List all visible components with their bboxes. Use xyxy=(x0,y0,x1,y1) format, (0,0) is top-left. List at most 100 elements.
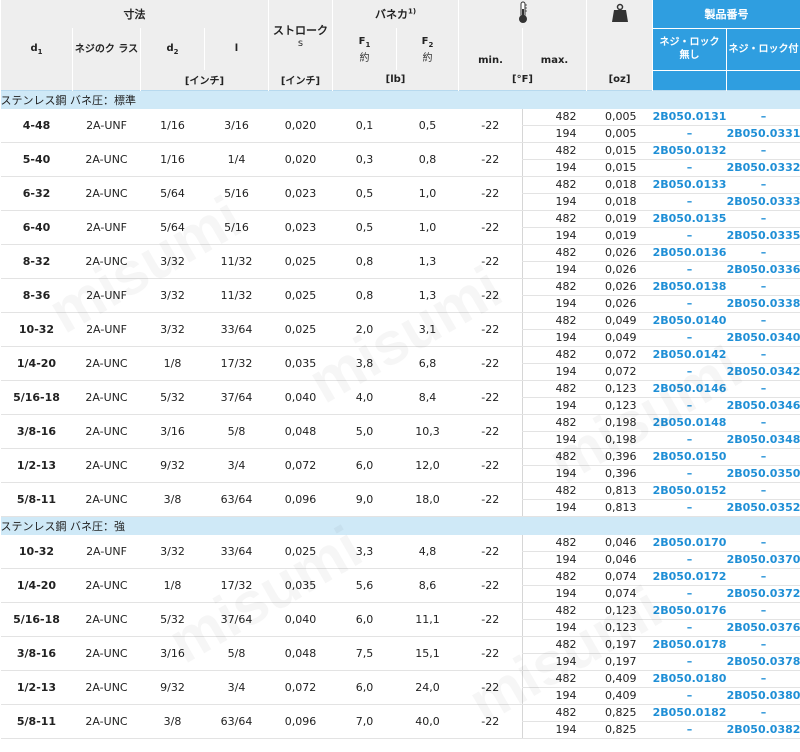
cell-dash: – xyxy=(726,142,800,160)
thermometer-icon xyxy=(518,1,527,23)
part-number-link[interactable]: 2B050.0131 xyxy=(652,108,727,126)
cell-d2: 1/8 xyxy=(140,346,205,381)
cell-f1: 7,0 xyxy=(332,704,397,739)
part-number-link[interactable]: 2B050.0146 xyxy=(652,380,727,398)
cell-f1: 3,3 xyxy=(332,534,397,569)
cell-dash: – xyxy=(652,465,727,483)
part-number-link[interactable]: 2B050.0180 xyxy=(652,670,727,688)
cell-f2: 1,0 xyxy=(396,176,459,211)
part-number-link[interactable]: 2B050.0380 xyxy=(726,687,800,705)
part-number-link[interactable]: 2B050.0352 xyxy=(726,499,800,517)
part-number-link[interactable]: 2B050.0342 xyxy=(726,363,800,381)
d1-label: d xyxy=(30,43,38,55)
table-row: 3/8-16 2A-UNC 3/16 5/8 0,048 5,0 10,3 -22 482 0,1… xyxy=(0,414,800,449)
part-number-link[interactable]: 2B050.0178 xyxy=(652,636,727,654)
cell-weight: 0,072 xyxy=(586,346,653,364)
part-number-link[interactable]: 2B050.0348 xyxy=(726,431,800,449)
cell-dash: – xyxy=(652,653,727,671)
part-number-link[interactable]: 2B050.0333 xyxy=(726,193,800,211)
table-subrow: 194 0,197–2B050.0378 xyxy=(1,653,800,671)
part-number-link[interactable]: 2B050.0335 xyxy=(726,227,800,245)
cell-f2: 11,1 xyxy=(396,602,459,637)
cell-f1: 0,8 xyxy=(332,278,397,313)
part-number-link[interactable]: 2B050.0152 xyxy=(652,482,727,500)
cell-thread-class: 2A-UNC xyxy=(72,176,141,211)
cell-weight: 0,005 xyxy=(586,108,653,126)
cell-weight: 0,813 xyxy=(586,482,653,500)
part-number-link[interactable]: 2B050.0182 xyxy=(652,704,727,722)
part-number-link[interactable]: 2B050.0140 xyxy=(652,312,727,330)
table-subrow: 194 0,396–2B050.0350 xyxy=(1,465,800,483)
cell-dash: – xyxy=(652,159,727,177)
cell-dash: – xyxy=(726,176,800,194)
part-number-link[interactable]: 2B050.0382 xyxy=(726,721,800,739)
part-number-link[interactable]: 2B050.0133 xyxy=(652,176,727,194)
part-number-link[interactable]: 2B050.0378 xyxy=(726,653,800,671)
d1-header: d1 xyxy=(0,28,73,70)
cell-dash: – xyxy=(652,227,727,245)
cell-f1: 0,5 xyxy=(332,210,397,245)
temp-max-header: max. xyxy=(522,28,588,70)
cell-f2: 12,0 xyxy=(396,448,459,483)
cell-f1: 5,0 xyxy=(332,414,397,449)
part-number-link[interactable]: 2B050.0370 xyxy=(726,551,800,569)
cell-temp-max: 482 xyxy=(522,346,587,364)
f2-approx: 約 xyxy=(422,53,433,65)
cell-l: 5/8 xyxy=(204,636,269,671)
unit-blank-2 xyxy=(72,70,141,90)
cell-dash: – xyxy=(652,125,727,143)
cell-temp-min: -22 xyxy=(458,482,523,517)
cell-f1: 6,0 xyxy=(332,448,397,483)
temperature-header xyxy=(458,0,588,28)
part-number-link[interactable]: 2B050.0176 xyxy=(652,602,727,620)
cell-temp-max: 194 xyxy=(522,125,587,143)
cell-l: 3/4 xyxy=(204,670,269,705)
part-number-link[interactable]: 2B050.0338 xyxy=(726,295,800,313)
cell-l: 11/32 xyxy=(204,278,269,313)
part-number-link[interactable]: 2B050.0136 xyxy=(652,244,727,262)
part-number-link[interactable]: 2B050.0346 xyxy=(726,397,800,415)
part-number-link[interactable]: 2B050.0135 xyxy=(652,210,727,228)
part-number-link[interactable]: 2B050.0170 xyxy=(652,534,727,552)
cell-temp-max: 194 xyxy=(522,431,587,449)
cell-d1: 1/4-20 xyxy=(0,568,73,603)
d2-subscript: 2 xyxy=(173,48,179,57)
dimensions-header: 寸法 xyxy=(0,0,269,28)
cell-thread-class: 2A-UNC xyxy=(72,670,141,705)
part-number-link[interactable]: 2B050.0331 xyxy=(726,125,800,143)
cell-l: 37/64 xyxy=(204,380,269,415)
cell-l: 33/64 xyxy=(204,312,269,347)
cell-temp-max: 482 xyxy=(522,670,587,688)
cell-stroke: 0,096 xyxy=(268,704,333,739)
part-number-link[interactable]: 2B050.0336 xyxy=(726,261,800,279)
cell-weight: 0,049 xyxy=(586,329,653,347)
part-number-link[interactable]: 2B050.0142 xyxy=(652,346,727,364)
cell-temp-max: 194 xyxy=(522,261,587,279)
cell-temp-min: -22 xyxy=(458,176,523,211)
part-number-link[interactable]: 2B050.0332 xyxy=(726,159,800,177)
part-number-link[interactable]: 2B050.0148 xyxy=(652,414,727,432)
with-lock-header: ネジ・ロック付 xyxy=(726,27,800,70)
cell-dash: – xyxy=(726,636,800,654)
cell-dash: – xyxy=(726,278,800,296)
table-subrow: 194 0,198–2B050.0348 xyxy=(1,431,800,449)
cell-temp-max: 482 xyxy=(522,414,587,432)
cell-temp-max: 482 xyxy=(522,244,587,262)
part-number-link[interactable]: 2B050.0172 xyxy=(652,568,727,586)
cell-weight: 0,074 xyxy=(586,568,653,586)
cell-d2: 3/32 xyxy=(140,278,205,313)
part-number-link[interactable]: 2B050.0372 xyxy=(726,585,800,603)
cell-weight: 0,015 xyxy=(586,159,653,177)
part-number-link[interactable]: 2B050.0138 xyxy=(652,278,727,296)
part-number-link[interactable]: 2B050.0340 xyxy=(726,329,800,347)
cell-d1: 8-36 xyxy=(0,278,73,313)
spec-table-body: ステンレス鋼 バネ圧：標準 4-48 2A-UNF 1/16 3/16 0,020 0,1 0… xyxy=(0,89,800,739)
cell-dash: – xyxy=(726,670,800,688)
part-number-link[interactable]: 2B050.0132 xyxy=(652,142,727,160)
part-number-link[interactable]: 2B050.0150 xyxy=(652,448,727,466)
cell-d1: 4-48 xyxy=(0,108,73,143)
cell-dash: – xyxy=(726,482,800,500)
part-number-link[interactable]: 2B050.0350 xyxy=(726,465,800,483)
part-number-link[interactable]: 2B050.0376 xyxy=(726,619,800,637)
cell-temp-max: 482 xyxy=(522,108,587,126)
